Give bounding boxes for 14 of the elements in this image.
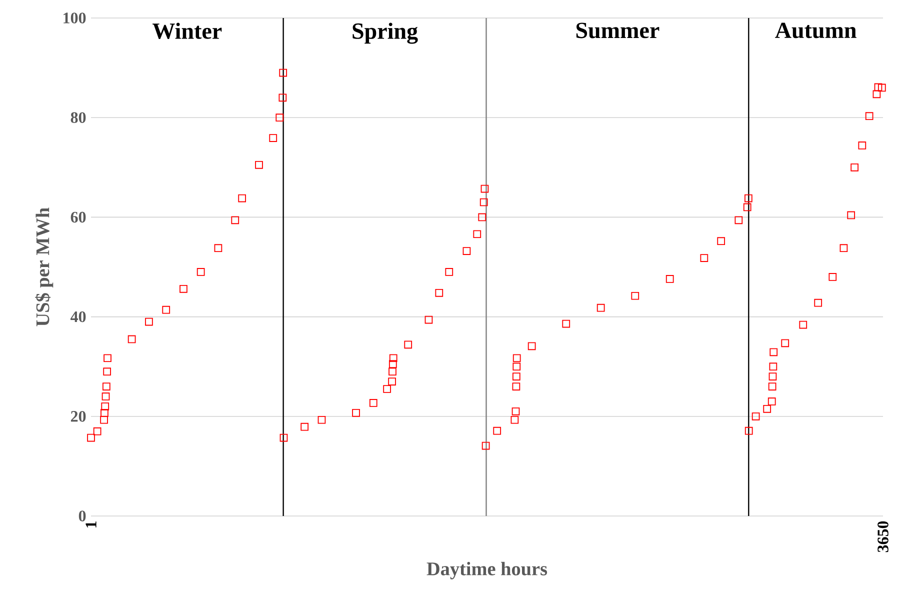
y-tick-label: 40: [70, 311, 86, 322]
y-tick-label: 80: [70, 112, 86, 123]
y-tick-label: 100: [64, 12, 86, 24]
y-tick-label: 0: [78, 510, 86, 522]
annotation: Summer: [576, 22, 660, 38]
y-tick-label: 60: [70, 212, 86, 223]
annotation: Winter: [152, 22, 222, 40]
annotation: Spring: [352, 22, 418, 44]
x-tick-label: 3650: [878, 521, 888, 552]
annotation: Autumn: [775, 22, 856, 38]
y-tick-label: 20: [70, 410, 86, 422]
x-tick-label: 1: [86, 522, 96, 528]
y-axis-title: US$ per MWh: [35, 208, 54, 326]
x-axis-title: Daytime hours: [426, 562, 548, 580]
